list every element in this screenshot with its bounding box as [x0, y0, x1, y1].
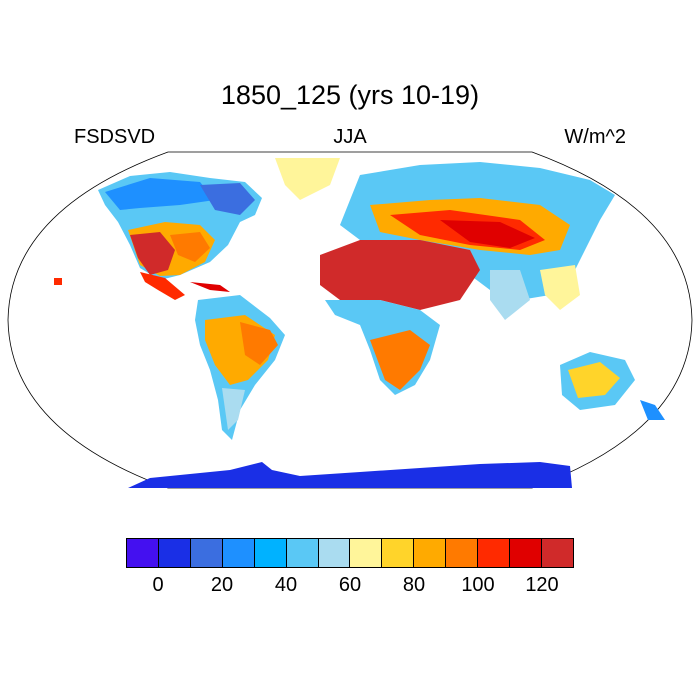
- colorbar-bin: [414, 539, 447, 567]
- hawaii-islands: [54, 278, 62, 285]
- units-label: W/m^2: [564, 126, 626, 148]
- north-america: [98, 158, 340, 300]
- colorbar: [126, 538, 574, 568]
- colorbar-bin: [254, 539, 287, 567]
- colorbar-bin: [286, 539, 319, 567]
- colorbar-bin: [350, 539, 383, 567]
- colorbar-tick-80: 80: [402, 574, 426, 596]
- south-america: [195, 295, 285, 440]
- colorbar-tick-0: 0: [152, 574, 164, 596]
- colorbar-bin: [382, 539, 415, 567]
- australia: [560, 352, 635, 410]
- season-label: JJA: [333, 126, 367, 148]
- map-title: 1850_125 (yrs 10-19): [220, 80, 480, 110]
- colorbar-tick-120: 120: [525, 574, 559, 596]
- colorbar-bin: [318, 539, 351, 567]
- colorbar-tick-60: 60: [338, 574, 362, 596]
- colorbar-bin: [446, 539, 479, 567]
- variable-label: FSDSVD: [74, 126, 156, 148]
- colorbar-bin: [510, 539, 542, 567]
- colorbar-tick-20: 20: [210, 574, 234, 596]
- colorbar-tick-100: 100: [461, 574, 495, 596]
- colorbar-bin: [158, 539, 191, 567]
- eurasia-africa: [320, 162, 615, 395]
- new-zealand: [640, 400, 665, 420]
- colorbar-bin: [222, 539, 255, 567]
- colorbar-bin: [541, 539, 573, 567]
- colorbar-bin: [190, 539, 223, 567]
- colorbar-bin: [478, 539, 511, 567]
- colorbar-bin: [127, 539, 159, 567]
- antarctica-landmass: [128, 462, 572, 488]
- colorbar-tick-40: 40: [274, 574, 298, 596]
